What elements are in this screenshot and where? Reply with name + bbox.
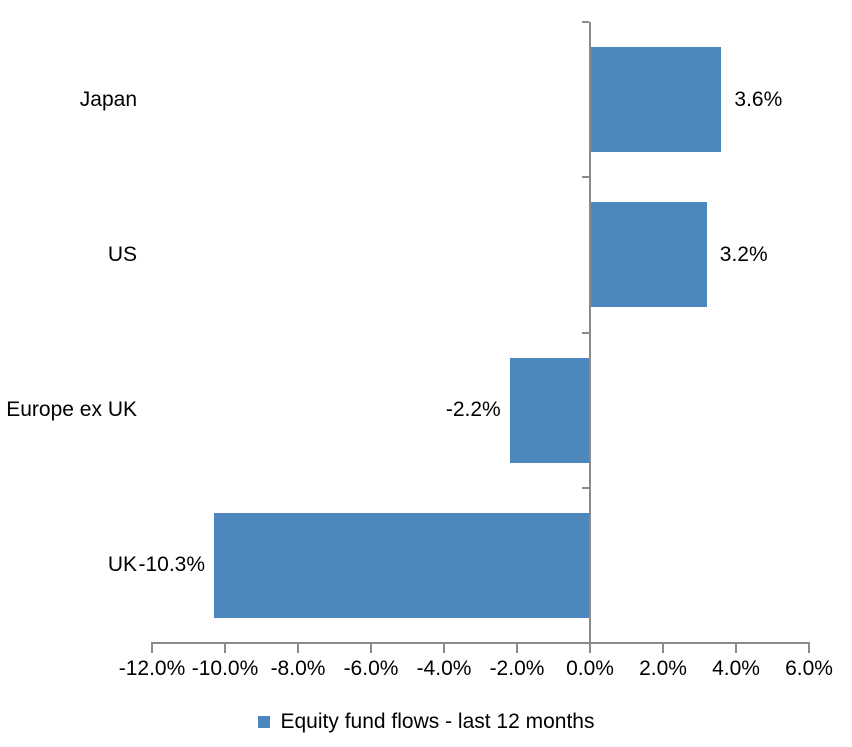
category-axis-tick xyxy=(582,331,589,334)
data-label-japan: 3.6% xyxy=(734,87,783,111)
x-axis-tick-label: 4.0% xyxy=(712,657,760,680)
x-axis-tick xyxy=(151,643,153,653)
bar-japan xyxy=(590,47,722,153)
legend: Equity fund flows - last 12 months xyxy=(0,704,852,740)
bar-europe-ex-uk xyxy=(509,357,590,463)
category-axis-line xyxy=(589,22,591,644)
category-axis-tick xyxy=(582,486,589,489)
x-axis-tick-label: -4.0% xyxy=(416,657,472,680)
x-axis-tick xyxy=(224,643,226,653)
x-axis-tick xyxy=(297,643,299,653)
category-label-us: US xyxy=(107,242,137,266)
x-axis-tick xyxy=(516,643,518,653)
category-label-europe-ex-uk: Europe ex UK xyxy=(6,398,137,422)
category-axis-tick xyxy=(582,176,589,179)
x-axis-tick-label: -2.0% xyxy=(489,657,545,680)
x-axis-tick-label: 2.0% xyxy=(639,657,687,680)
category-label-japan: Japan xyxy=(79,87,137,111)
x-axis-tick xyxy=(662,643,664,653)
x-axis-tick-label: -6.0% xyxy=(343,657,399,680)
x-axis-tick xyxy=(808,643,810,653)
data-label-europe-ex-uk: -2.2% xyxy=(445,398,501,422)
x-axis-tick-label: -10.0% xyxy=(191,657,259,680)
x-axis-tick xyxy=(370,643,372,653)
x-axis-tick xyxy=(443,643,445,653)
x-axis-tick-label: -8.0% xyxy=(270,657,326,680)
x-axis-tick xyxy=(735,643,737,653)
data-label-us: 3.2% xyxy=(719,242,768,266)
data-label-uk: -10.3% xyxy=(138,553,206,577)
x-axis-tick-label: 0.0% xyxy=(566,657,614,680)
x-axis-tick xyxy=(589,643,591,653)
x-axis-tick-label: -12.0% xyxy=(118,657,186,680)
category-label-uk: UK xyxy=(107,553,137,577)
bar-us xyxy=(590,202,707,308)
bar-uk xyxy=(214,512,590,618)
x-axis-line xyxy=(151,642,810,644)
legend-label: Equity fund flows - last 12 months xyxy=(280,710,595,733)
legend-marker-icon xyxy=(257,716,270,728)
category-axis-tick xyxy=(582,21,589,23)
x-axis-tick-label: 6.0% xyxy=(785,657,833,680)
